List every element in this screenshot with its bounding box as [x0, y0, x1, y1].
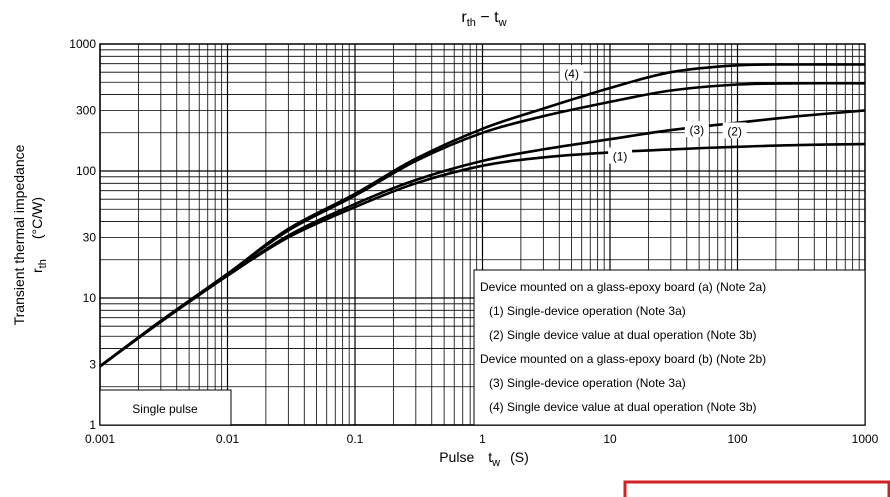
legend-entry: Device mounted on a glass-epoxy board (b… — [480, 352, 766, 366]
x-axis-label: Pulse tw (S) — [439, 449, 529, 469]
chart-title: rth − tw — [461, 9, 506, 29]
curve-label: (2) — [727, 124, 742, 138]
svg-text:rth(°C/W): rth(°C/W) — [29, 197, 49, 273]
legend-entry: (4) Single device value at dual operatio… — [489, 400, 757, 414]
legend-entry: (3) Single-device operation (Note 3a) — [489, 376, 686, 390]
x-tick-label: 0.01 — [216, 432, 240, 446]
y-tick-label: 300 — [76, 103, 96, 117]
y-tick-label: 3 — [89, 357, 96, 371]
x-tick-label: 100 — [727, 432, 747, 446]
svg-text:Transient thermal impedance: Transient thermal impedance — [11, 144, 27, 325]
curve-label-bg — [559, 65, 584, 82]
curve-label: (4) — [564, 67, 579, 81]
x-tick-label: 1 — [479, 432, 486, 446]
single-pulse-note: Single pulse — [99, 389, 232, 426]
tick-labels: 0.001 0.01 0.1 1 10 100 1000 1 3 10 30 100 300 1000 — [69, 37, 878, 446]
series-line-4 — [99, 63, 866, 368]
y-tick-label: 1000 — [69, 37, 96, 51]
legend-entry: (1) Single-device operation (Note 3a) — [489, 304, 686, 318]
x-tick-label: 1000 — [852, 432, 879, 446]
legend-entry: Device mounted on a glass-epoxy board (a… — [480, 280, 766, 294]
x-tick-label: 0.1 — [347, 432, 364, 446]
svg-text:Single pulse: Single pulse — [132, 402, 198, 416]
legend: Device mounted on a glass-epoxy board (a… — [473, 269, 866, 426]
x-tick-label: 10 — [603, 432, 617, 446]
x-tick-label: 0.001 — [85, 432, 115, 446]
y-tick-label: 10 — [83, 291, 97, 305]
y-tick-label: 30 — [83, 230, 97, 244]
curve-label-bg — [722, 122, 747, 139]
curve-label: (1) — [613, 150, 628, 164]
curve-labels: (1) (2) (3) (4) — [559, 65, 747, 164]
accent-box — [623, 480, 890, 497]
curve-label-bg — [684, 121, 709, 138]
y-tick-label: 100 — [76, 164, 96, 178]
y-tick-label: 1 — [89, 418, 96, 432]
y-axis-label: Transient thermal impedance rth(°C/W) — [11, 144, 49, 325]
curve-label-bg — [608, 147, 633, 164]
curve-label: (3) — [690, 123, 705, 137]
legend-entry: (2) Single device value at dual operatio… — [489, 328, 757, 342]
